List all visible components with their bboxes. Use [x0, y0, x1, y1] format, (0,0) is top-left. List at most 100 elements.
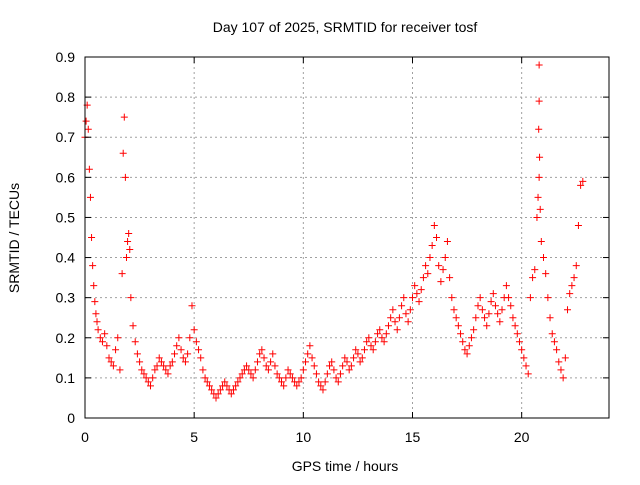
- data-point: [531, 266, 539, 274]
- data-point: [417, 286, 425, 294]
- data-point: [315, 378, 323, 386]
- data-point: [302, 358, 310, 366]
- data-point: [319, 386, 327, 394]
- axis-ticks: 0 0.1 0.2 0.3 0.4 0.5 0.6 0.7 0.8 0.9 0 5 10 15 20: [56, 49, 609, 445]
- data-point: [162, 366, 170, 374]
- data-point: [454, 322, 462, 330]
- data-point: [419, 274, 427, 282]
- data-point: [88, 234, 96, 241]
- data-point: [98, 338, 106, 346]
- data-point: [494, 310, 502, 318]
- data-point: [461, 346, 469, 354]
- data-point: [363, 338, 371, 346]
- data-point: [125, 229, 133, 237]
- data-point: [524, 370, 532, 378]
- data-point: [548, 330, 556, 338]
- data-point: [507, 302, 515, 310]
- data-point: [557, 366, 565, 374]
- data-point: [91, 298, 99, 306]
- data-point: [84, 125, 92, 133]
- data-point: [186, 334, 194, 342]
- data-point: [229, 386, 237, 394]
- data-point: [518, 346, 526, 354]
- y-tick-label: 0.7: [56, 129, 76, 145]
- data-point: [409, 294, 416, 302]
- data-point: [278, 378, 285, 386]
- y-tick-label: 0: [67, 410, 75, 426]
- data-point: [515, 338, 523, 346]
- data-point: [260, 354, 268, 362]
- data-point: [564, 306, 572, 314]
- data-point: [467, 334, 475, 342]
- data-point: [487, 298, 495, 306]
- data-point: [513, 330, 521, 338]
- data-point: [280, 382, 288, 390]
- data-point: [103, 342, 111, 350]
- data-point: [520, 354, 528, 362]
- data-point: [321, 378, 329, 386]
- data-point: [89, 262, 97, 270]
- data-point: [404, 318, 412, 326]
- data-point: [536, 153, 544, 161]
- data-point: [195, 346, 203, 354]
- data-point: [256, 350, 264, 358]
- data-point: [297, 374, 305, 382]
- data-point: [481, 314, 489, 322]
- data-point: [253, 358, 261, 366]
- data-point: [247, 370, 255, 378]
- data-point: [85, 165, 93, 173]
- y-axis-label: SRMTID / TECUs: [6, 183, 22, 293]
- data-point: [114, 334, 122, 342]
- data-point: [275, 374, 283, 382]
- data-point: [380, 338, 388, 346]
- data-point: [94, 326, 102, 334]
- data-point: [312, 370, 320, 378]
- data-point: [82, 117, 90, 125]
- data-point: [395, 314, 403, 322]
- data-point: [267, 358, 275, 366]
- data-point: [478, 306, 486, 314]
- data-point: [234, 378, 242, 386]
- data-point: [457, 330, 465, 338]
- data-point: [295, 378, 303, 386]
- x-tick-label: 0: [81, 429, 89, 445]
- data-point: [214, 390, 222, 398]
- grid-lines: [85, 57, 609, 418]
- data-point: [293, 382, 301, 390]
- data-point: [415, 298, 423, 306]
- data-point: [422, 262, 430, 270]
- data-point: [326, 362, 334, 370]
- data-point: [138, 366, 146, 374]
- data-point: [505, 294, 513, 302]
- data-point: [188, 302, 196, 310]
- data-point: [579, 177, 587, 185]
- data-point: [491, 302, 499, 310]
- data-point: [356, 358, 364, 366]
- data-point: [413, 290, 421, 298]
- data-point: [489, 290, 497, 298]
- data-point: [157, 358, 165, 366]
- data-point: [299, 366, 307, 374]
- y-tick-label: 0.9: [56, 49, 76, 65]
- data-point: [93, 318, 101, 326]
- data-point: [199, 366, 207, 374]
- data-point: [336, 370, 344, 378]
- data-point: [537, 238, 545, 246]
- data-point: [498, 306, 506, 314]
- data-point: [511, 322, 519, 330]
- data-point: [288, 374, 296, 382]
- data-point: [258, 346, 266, 354]
- data-point: [347, 362, 355, 370]
- data-point: [112, 346, 120, 354]
- data-point: [546, 314, 554, 322]
- data-point: [387, 314, 395, 322]
- data-point: [393, 326, 401, 334]
- data-point: [439, 266, 447, 274]
- data-point: [181, 358, 189, 366]
- data-point: [358, 354, 366, 362]
- data-point: [282, 374, 290, 382]
- data-point: [574, 221, 582, 229]
- data-point: [166, 362, 174, 370]
- data-point: [205, 382, 213, 390]
- data-point: [310, 362, 318, 370]
